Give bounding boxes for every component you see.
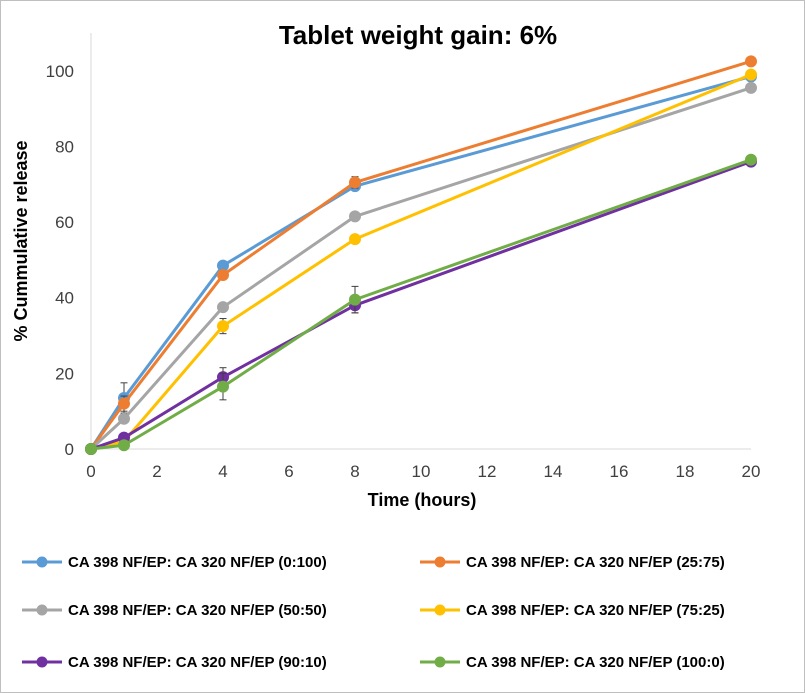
legend-item: CA 398 NF/EP: CA 320 NF/EP (0:100) [22, 554, 327, 571]
y-tick-label: 100 [46, 62, 74, 81]
y-tick-label: 60 [55, 213, 74, 232]
x-tick-label: 20 [742, 462, 761, 481]
x-tick-label: 6 [284, 462, 293, 481]
legend-item: CA 398 NF/EP: CA 320 NF/EP (75:25) [420, 602, 725, 619]
legend-label: CA 398 NF/EP: CA 320 NF/EP (75:25) [466, 602, 725, 619]
data-point [349, 233, 361, 246]
series-line [90, 158, 752, 451]
x-tick-label: 14 [544, 462, 563, 481]
series-1 [85, 70, 757, 455]
series-4 [85, 68, 757, 455]
x-tick-label: 12 [478, 462, 497, 481]
data-point [745, 55, 757, 68]
series-line [89, 75, 752, 450]
data-point [217, 320, 229, 333]
x-tick-label: 4 [218, 462, 227, 481]
legend-label: CA 398 NF/EP: CA 320 NF/EP (100:0) [466, 654, 725, 671]
legend-marker [434, 656, 446, 668]
legend: CA 398 NF/EP: CA 320 NF/EP (0:100) CA 398… [22, 554, 725, 671]
legend-marker [36, 656, 48, 668]
x-axis-title: Time (hours) [368, 490, 477, 510]
y-tick-label: 20 [55, 364, 74, 383]
legend-item: CA 398 NF/EP: CA 320 NF/EP (90:10) [22, 654, 327, 671]
legend-label: CA 398 NF/EP: CA 320 NF/EP (90:10) [68, 654, 327, 671]
data-point [217, 380, 229, 393]
data-point [745, 81, 757, 94]
axes [90, 33, 751, 450]
data-point [745, 153, 757, 166]
legend-item: CA 398 NF/EP: CA 320 NF/EP (100:0) [420, 654, 725, 671]
tick-labels: 0 2 4 6 8 10 12 14 16 18 20 0 20 40 60 80 100 [46, 62, 761, 481]
legend-item: CA 398 NF/EP: CA 320 NF/EP (25:75) [420, 554, 725, 571]
series-6 [85, 153, 757, 455]
x-tick-label: 10 [412, 462, 431, 481]
legend-marker [434, 556, 446, 568]
x-tick-label: 8 [350, 462, 359, 481]
x-tick-label: 18 [676, 462, 695, 481]
data-point [85, 443, 97, 455]
series-layer [85, 55, 757, 455]
y-tick-label: 0 [65, 440, 74, 459]
data-point [349, 176, 361, 189]
data-point [745, 68, 757, 81]
x-tick-label: 2 [152, 462, 161, 481]
data-point [118, 412, 130, 425]
data-point [217, 269, 229, 282]
legend-item: CA 398 NF/EP: CA 320 NF/EP (50:50) [22, 602, 327, 619]
legend-label: CA 398 NF/EP: CA 320 NF/EP (25:75) [466, 554, 725, 571]
y-tick-label: 40 [55, 289, 74, 308]
legend-label: CA 398 NF/EP: CA 320 NF/EP (0:100) [68, 554, 327, 571]
y-tick-label: 80 [55, 137, 74, 156]
legend-marker [36, 556, 48, 568]
data-point [349, 210, 361, 223]
legend-label: CA 398 NF/EP: CA 320 NF/EP (50:50) [68, 602, 327, 619]
data-point [118, 439, 130, 452]
y-axis-title: % Cummulative release [11, 140, 31, 341]
data-point [217, 301, 229, 314]
data-point [118, 397, 130, 410]
chart-title: Tablet weight gain: 6% [279, 20, 557, 50]
x-tick-label: 0 [86, 462, 95, 481]
legend-marker [36, 604, 48, 616]
series-line [90, 73, 752, 451]
legend-marker [434, 604, 446, 616]
series-line [89, 86, 752, 451]
data-point [349, 293, 361, 306]
x-tick-label: 16 [610, 462, 629, 481]
